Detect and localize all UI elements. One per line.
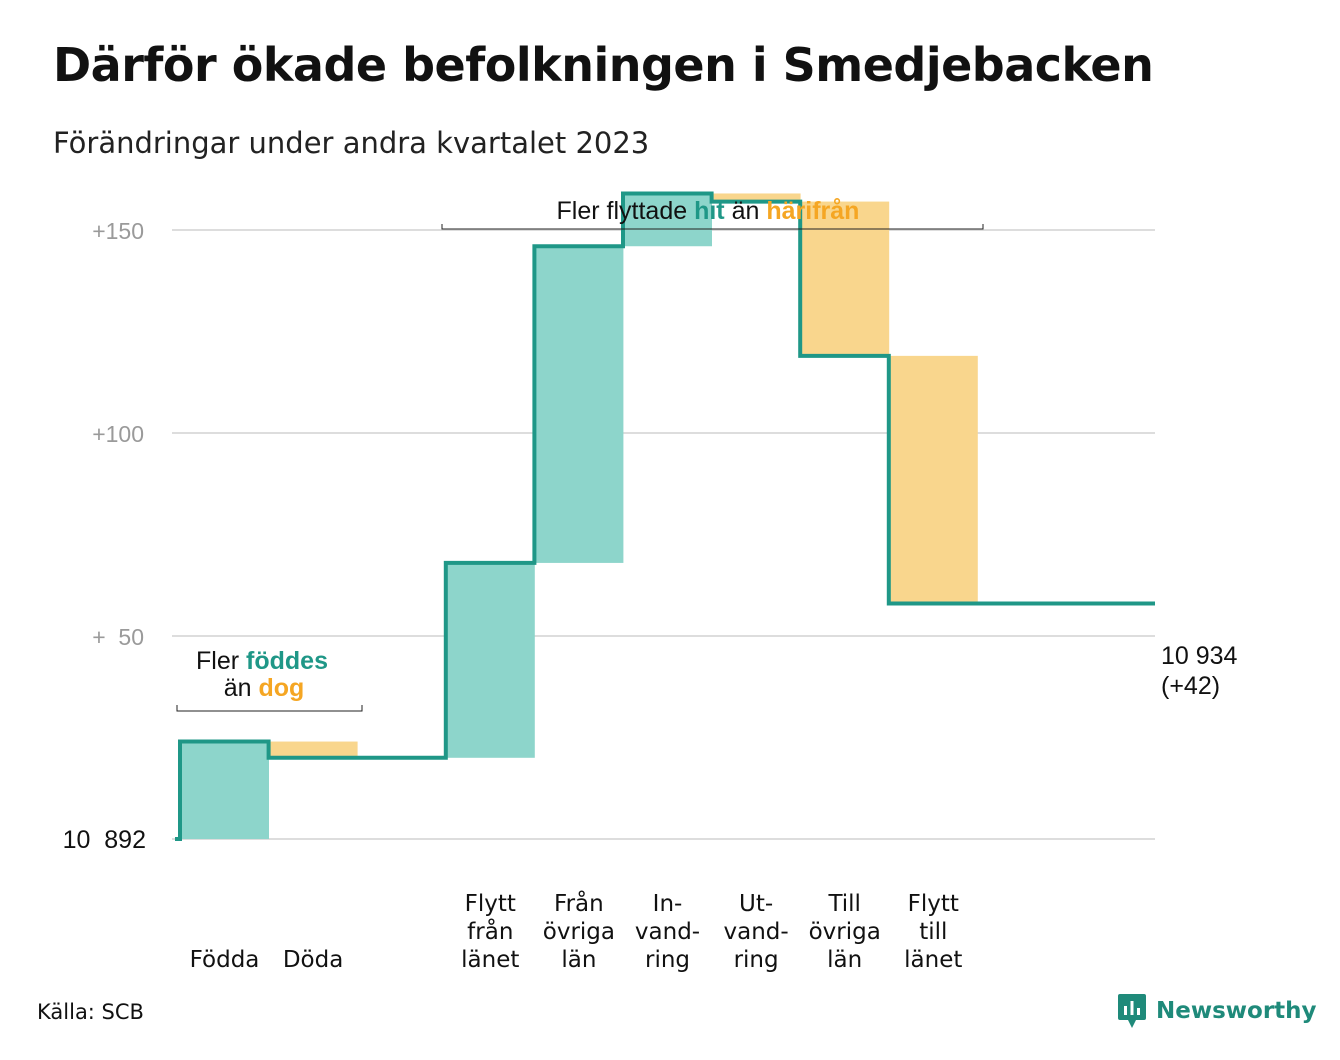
bar — [534, 246, 624, 563]
x-category-label: från — [467, 917, 513, 945]
x-category-label: Flytt — [465, 891, 516, 917]
migration-annotation-mid: än — [732, 197, 760, 225]
svg-text:Fler flyttade hit: Fler flyttade hit än härifrån — [557, 197, 860, 225]
migration-annotation-pre: Fler flyttade — [557, 197, 688, 225]
migration-annotation: Fler flyttade hit än härifrån — [441, 197, 984, 230]
y-tick-label: +100 — [92, 421, 144, 447]
bar — [445, 562, 535, 758]
svg-text:Fler föddes: Fler föddes — [196, 647, 328, 675]
x-category-label: Ut- — [739, 891, 773, 917]
x-category-label: Flytt — [908, 891, 959, 917]
x-category-label: ring — [645, 947, 690, 973]
y-tick-label: +150 — [92, 218, 144, 244]
x-category-label: län — [827, 947, 862, 973]
x-category-label: Födda — [190, 947, 260, 973]
x-axis-labels: Födda DödaFlyttfrånlänetFrånövrigalänIn-v… — [190, 889, 963, 973]
bars — [180, 193, 978, 839]
x-category-label: Från — [554, 889, 604, 917]
births-annotation-down: dog — [258, 674, 304, 702]
bar — [800, 201, 890, 356]
births-annotation-mid: än — [224, 674, 252, 702]
births-annotation: Fler föddes än dog — [176, 647, 363, 712]
x-category-label: ring — [734, 947, 779, 973]
x-category-label: till — [919, 919, 947, 945]
bar — [268, 741, 358, 758]
births-bracket — [176, 705, 363, 712]
y-axis-ticks: 10 892 + 50 +100 +150 — [63, 218, 146, 854]
x-category-label: vand- — [635, 919, 700, 945]
births-annotation-pre: Fler — [196, 647, 239, 675]
chart-subtitle: Förändringar under andra kvartalet 2023 — [53, 126, 650, 160]
x-category-label: län — [561, 947, 596, 973]
x-category-label: Döda — [283, 947, 343, 973]
x-category-label: länet — [904, 947, 962, 973]
x-category-label: länet — [461, 947, 519, 973]
end-value-label: 10 934 (+42) — [1161, 642, 1238, 700]
births-annotation-up: föddes — [246, 647, 328, 675]
y-tick-label: 10 892 — [63, 826, 146, 854]
x-category-label: In- — [653, 891, 683, 917]
x-category-label: övriga — [543, 919, 615, 945]
newsworthy-logo-icon — [1118, 994, 1146, 1028]
y-tick-label: + 50 — [92, 624, 144, 650]
newsworthy-logo: Newsworthy — [1117, 992, 1317, 1030]
chart-title: Därför ökade befolkningen i Smedjebacken — [53, 38, 1154, 92]
svg-text:än dog: än dog — [224, 674, 305, 702]
bar — [711, 193, 801, 202]
x-category-label: övriga — [809, 919, 881, 945]
bar — [888, 355, 978, 604]
bar — [623, 193, 712, 247]
source-note: Källa: SCB — [37, 1000, 144, 1024]
newsworthy-logo-text: Newsworthy — [1156, 998, 1317, 1024]
migration-annotation-down: härifrån — [766, 197, 859, 225]
migration-bracket — [441, 224, 984, 230]
x-category-label: Till — [827, 891, 861, 917]
x-category-label: vand- — [724, 919, 789, 945]
end-value: 10 934 — [1161, 642, 1238, 670]
migration-annotation-up: hit — [694, 197, 725, 225]
end-change: (+42) — [1161, 672, 1220, 700]
bar — [180, 741, 269, 839]
cumulative-step-line — [175, 191, 1155, 841]
